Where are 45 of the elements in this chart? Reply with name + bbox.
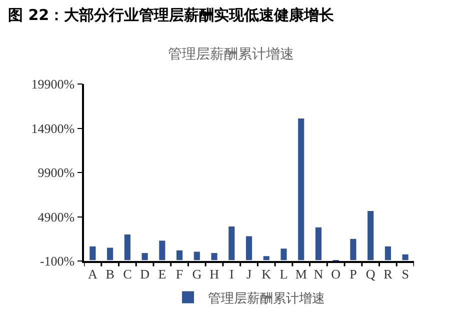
bar <box>124 234 130 260</box>
bar <box>368 211 374 260</box>
chart-subtitle: 管理层薪酬累计增速 <box>168 46 294 63</box>
x-tick-label: E <box>158 266 166 282</box>
bar <box>107 248 114 260</box>
chart-title: 图 22：大部分行业管理层薪酬实现低速健康增长 <box>7 5 336 26</box>
x-tick-label: L <box>280 266 288 282</box>
x-tick-label: M <box>295 266 308 282</box>
y-tick-label: 14900% <box>31 120 75 136</box>
x-tick-label: J <box>246 266 252 282</box>
x-tick-label: Q <box>366 266 376 282</box>
x-tick-label: H <box>210 266 219 282</box>
bar <box>350 238 356 260</box>
bar <box>211 253 218 260</box>
x-tick-label: I <box>229 266 234 282</box>
bar <box>315 227 322 260</box>
x-tick-label: G <box>192 266 202 282</box>
bar <box>402 254 408 260</box>
y-tick-label: 19900% <box>31 76 75 92</box>
y-tick-label: 9900% <box>38 165 75 180</box>
x-tick-label: C <box>123 266 132 282</box>
bar <box>176 250 183 260</box>
legend-label: 管理层薪酬累计增速 <box>208 291 325 306</box>
y-tick-label: -100% <box>40 254 75 269</box>
x-tick-label: S <box>402 266 409 282</box>
x-tick-label: D <box>140 266 150 282</box>
bar <box>280 248 287 260</box>
bar <box>194 252 200 260</box>
bar <box>298 118 304 260</box>
x-tick-label: B <box>106 266 115 282</box>
bar <box>142 253 148 260</box>
bar <box>263 256 270 260</box>
bar <box>384 246 391 260</box>
x-tick-label: F <box>176 266 184 282</box>
bar <box>90 246 96 260</box>
bar <box>246 236 252 260</box>
x-tick-label: O <box>331 266 341 282</box>
bar <box>228 226 235 260</box>
x-tick-label: R <box>384 266 393 282</box>
x-tick-label: N <box>314 266 324 282</box>
x-tick-label: K <box>262 266 272 282</box>
bar <box>159 240 166 260</box>
y-tick-label: 4900% <box>38 209 75 224</box>
x-tick-label: A <box>88 266 98 282</box>
x-tick-label: P <box>350 266 357 282</box>
